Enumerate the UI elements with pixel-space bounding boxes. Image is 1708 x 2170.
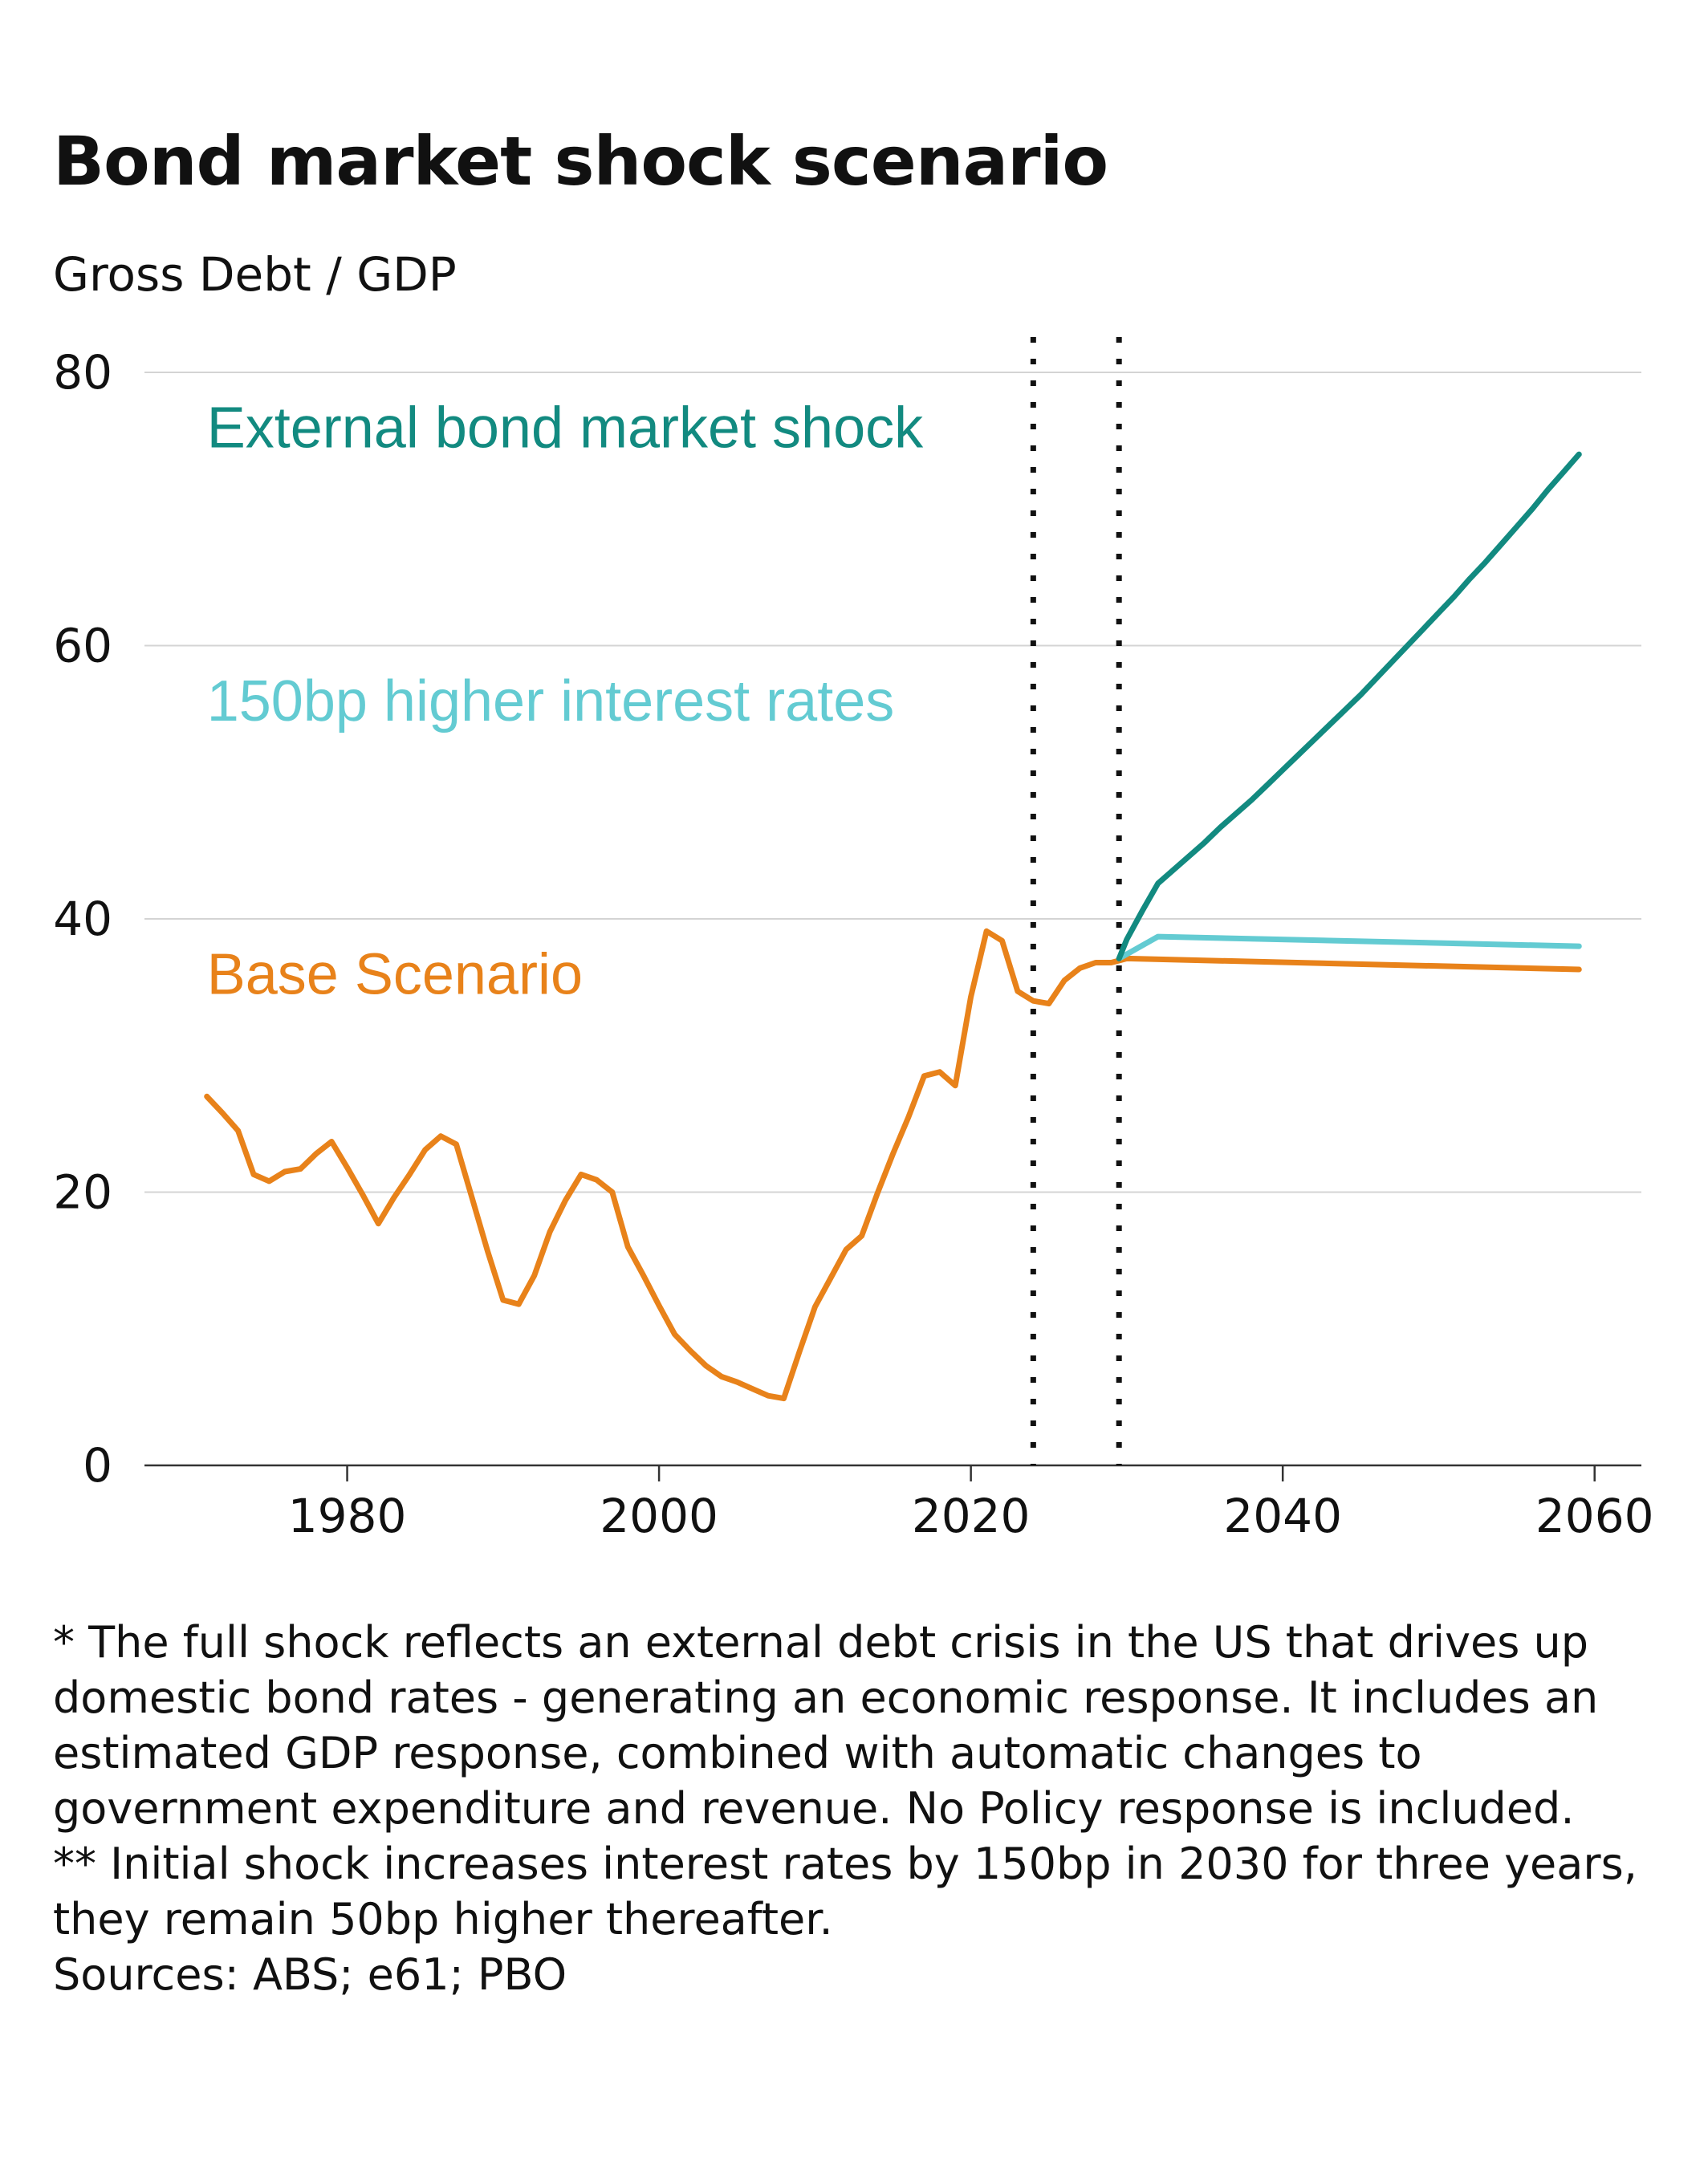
- series-line-0: [204, 928, 1582, 1402]
- footnote-interest-shock: ** Initial shock increases interest rate…: [53, 1839, 1637, 1944]
- series-label-0: Base Scenario: [207, 943, 583, 1007]
- footnotes: * The full shock reflects an external de…: [53, 1615, 1658, 2002]
- y-tick-label: 40: [53, 892, 112, 946]
- x-tick-label: 2040: [1223, 1489, 1342, 1543]
- y-tick-label: 0: [83, 1438, 112, 1493]
- y-tick-label: 80: [53, 345, 112, 400]
- footnote-full-shock: * The full shock reflects an external de…: [53, 1617, 1599, 1834]
- y-axis-title: Gross Debt / GDP: [53, 247, 457, 302]
- x-tick-label: 2060: [1535, 1489, 1654, 1543]
- y-tick-label: 20: [53, 1165, 112, 1220]
- x-tick-label: 2020: [912, 1489, 1031, 1543]
- y-tick-label: 60: [53, 619, 112, 673]
- series-label-1: 150bp higher interest rates: [207, 669, 895, 733]
- x-tick-label: 2000: [600, 1489, 718, 1543]
- chart-title: Bond market shock scenario: [53, 122, 1108, 201]
- series-line-2: [1116, 451, 1582, 961]
- series-line-1: [1116, 933, 1582, 961]
- series-label-2: External bond market shock: [207, 396, 924, 461]
- x-tick-label: 1980: [288, 1489, 407, 1543]
- footnote-sources: Sources: ABS; e61; PBO: [53, 1949, 567, 2000]
